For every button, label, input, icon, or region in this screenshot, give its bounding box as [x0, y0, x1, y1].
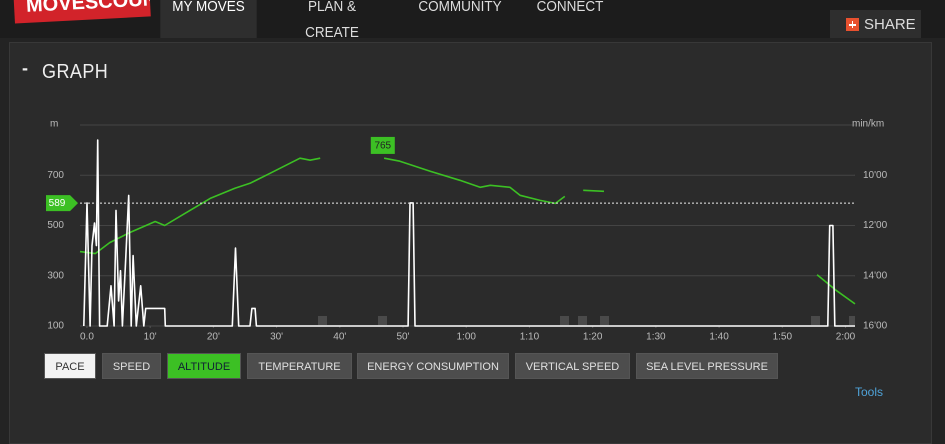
nav-item[interactable]: PLAN & CREATE [305, 0, 359, 41]
share-button[interactable]: SHARE [830, 10, 921, 38]
x-tick-label: 40' [333, 332, 346, 343]
section-title: GRAPH [42, 61, 109, 83]
y2-tick-label: 10'00 [863, 170, 888, 181]
x-tick-label: 1:40 [709, 332, 729, 343]
collapse-toggle[interactable]: - [22, 58, 28, 78]
x-tick-label: 10' [144, 332, 157, 343]
nav-item[interactable]: CONNECT [536, 0, 604, 15]
metric-button[interactable]: SEA LEVEL PRESSURE [636, 353, 778, 379]
y-tick-label: 700 [47, 170, 64, 181]
y2-tick-label: 14'00 [863, 270, 888, 281]
x-tick-label: 50' [396, 332, 409, 343]
metric-button[interactable]: TEMPERATURE [247, 353, 352, 379]
y-axis-label: m [50, 119, 58, 130]
y-tick-label: 300 [47, 270, 64, 281]
metric-button[interactable]: SPEED [102, 353, 161, 379]
series-line [79, 157, 856, 305]
x-tick-label: 0.0 [80, 332, 94, 343]
x-tick-label: 1:20 [583, 332, 603, 343]
metric-button[interactable]: VERTICAL SPEED [515, 353, 630, 379]
chart: m min/km 100 300 500 700 10'00 12'00 14'00 16'00 0… [46, 119, 888, 343]
y-tick-label: 500 [47, 220, 64, 231]
tools-link[interactable]: Tools [855, 385, 884, 399]
x-tick-label: 1:30 [646, 332, 666, 343]
nav-item[interactable]: COMMUNITY [418, 0, 502, 15]
nav-item[interactable]: MY MOVES [160, 0, 257, 38]
x-tick-label: 1:50 [773, 332, 793, 343]
y2-tick-label: 16'00 [863, 321, 888, 332]
metric-button[interactable]: ALTITUDE [167, 353, 241, 379]
y2-tick-label: 12'00 [863, 220, 888, 231]
top-bar: MOVESCOUNT MY MOVES PLAN & CREATE COMMUN… [0, 0, 945, 41]
share-icon [846, 18, 859, 31]
x-tick-label: 1:10 [520, 332, 540, 343]
reference-label: 589 [49, 198, 66, 209]
reference-flag [46, 195, 78, 212]
series-line [83, 139, 855, 327]
y2-axis-label: min/km [852, 119, 884, 130]
x-tick-label: 30' [270, 332, 283, 343]
x-tick-label: 20' [207, 332, 220, 343]
peak-label-box [370, 136, 395, 154]
x-tick-label: 1:00 [457, 332, 477, 343]
share-label: SHARE [864, 16, 916, 33]
metric-button[interactable]: PACE [44, 353, 96, 379]
metric-button[interactable]: ENERGY CONSUMPTION [357, 353, 509, 379]
peak-label: 765 [374, 141, 391, 152]
lap-markers [318, 316, 855, 325]
y-tick-label: 100 [47, 321, 64, 332]
x-tick-label: 2:00 [836, 332, 856, 343]
